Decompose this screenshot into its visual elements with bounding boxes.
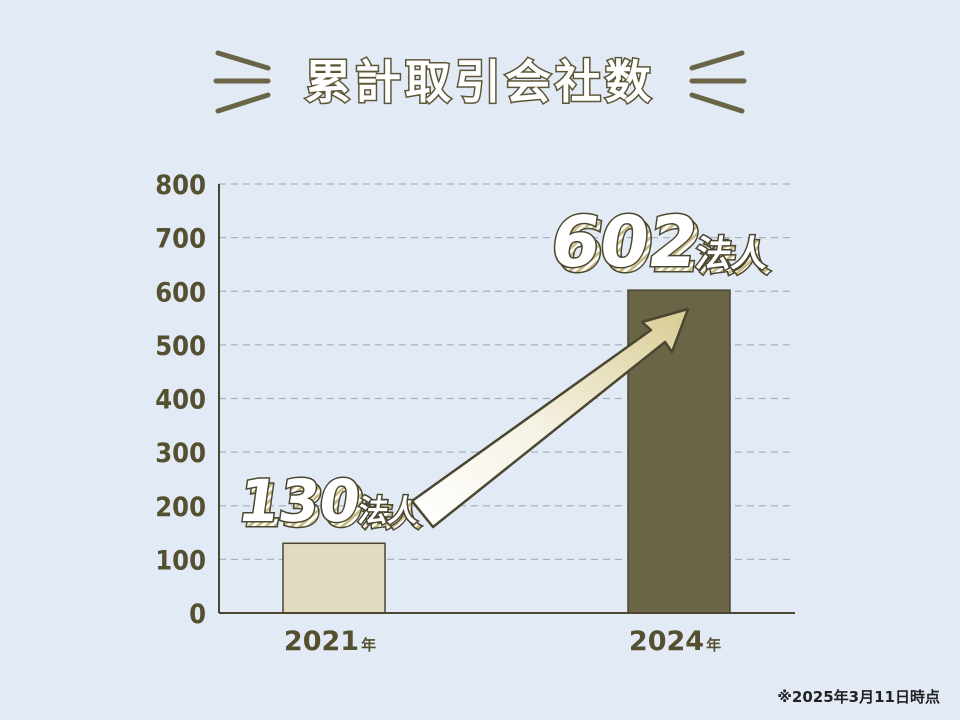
bar-2021 [282, 542, 386, 614]
y-tick-label: 500 [155, 331, 206, 362]
data-label-text: 602法人 [546, 201, 776, 283]
x-tick-label: 2021 年 [284, 626, 376, 657]
title-deco-left [213, 50, 271, 114]
x-tick-unit: 年 [706, 636, 721, 654]
data-label-number: 602 [546, 201, 704, 283]
data-label-text: 130法人 [234, 467, 425, 535]
x-tick-year: 2024 [629, 626, 704, 657]
data-label-number: 130 [234, 467, 365, 535]
x-tick-unit: 年 [361, 636, 376, 654]
y-tick-label: 600 [155, 277, 206, 308]
y-tick-label: 300 [155, 438, 206, 469]
data-label-shadow-unit: 法人 [360, 499, 426, 534]
x-tick-year: 2021 [284, 626, 359, 657]
y-tick-label: 700 [155, 224, 206, 255]
data-label-shadow-number: 602 [550, 206, 708, 288]
footnote: ※2025年3月11日時点 [777, 688, 940, 706]
y-axis-ticks: 0 100 200 300 400 500 600 700 800 [155, 170, 206, 630]
y-tick-label: 0 [189, 599, 206, 630]
x-axis-ticks: 2021 年 2024 年 [284, 626, 721, 657]
y-tick-label: 100 [155, 545, 206, 576]
title-deco-right [689, 50, 747, 114]
data-label-shadow: 602法人 [550, 206, 780, 288]
growth-arrow [410, 307, 690, 529]
y-tick-label: 800 [155, 170, 206, 201]
y-tick-label: 400 [155, 385, 206, 416]
chart-title: 累計取引会社数 [305, 55, 655, 109]
data-label-shadow-unit: 法人 [697, 237, 775, 280]
data-label-unit: 法人 [693, 232, 771, 275]
y-tick-label: 200 [155, 492, 206, 523]
x-tick-label: 2024 年 [629, 626, 721, 657]
data-label-shadow-number: 130 [238, 472, 369, 540]
data-label-shadow: 130法人 [238, 472, 429, 540]
data-label-unit: 法人 [356, 494, 422, 529]
